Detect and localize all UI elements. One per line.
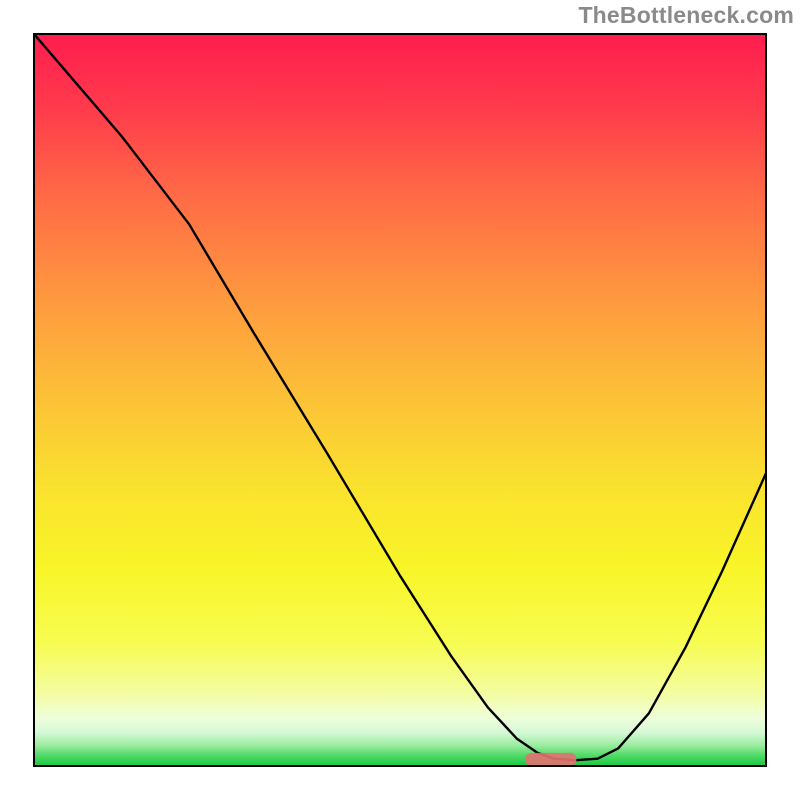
watermark-text: TheBottleneck.com xyxy=(578,2,794,29)
bottleneck-chart xyxy=(0,0,800,800)
optimum-marker xyxy=(525,753,576,766)
plot-background xyxy=(34,34,766,766)
chart-container: TheBottleneck.com xyxy=(0,0,800,800)
